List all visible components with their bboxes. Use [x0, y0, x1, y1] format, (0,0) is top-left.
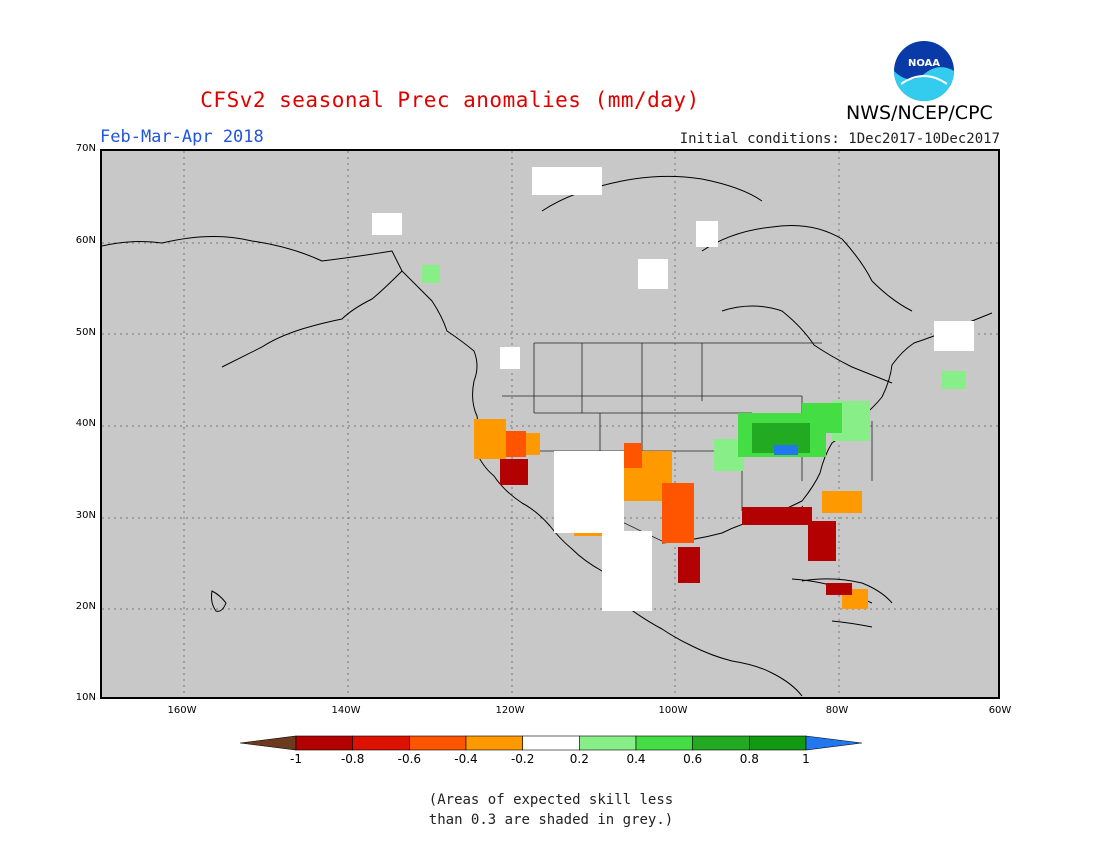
lon-label-120w: 120W	[495, 705, 525, 716]
colorbar-swatch	[409, 735, 467, 751]
colorbar-lower-extension	[240, 735, 297, 751]
colorbar-tick-label: -0.6	[397, 752, 422, 766]
colorbar-tick-label: -0.8	[340, 752, 365, 766]
colorbar-swatch	[749, 735, 807, 751]
skill-note-line-2: than 0.3 are shaded in grey.)	[428, 812, 674, 828]
lat-label-60n: 60N	[75, 235, 96, 246]
islands	[211, 578, 873, 612]
colorbar-swatch	[692, 735, 750, 751]
colorbar-tick-label: 0.4	[626, 752, 646, 766]
colorbar-tick-label: -0.4	[454, 752, 478, 766]
colorbar-tick-label: 1	[802, 752, 810, 766]
lat-label-70n: 70N	[75, 143, 96, 154]
map-panel	[100, 149, 1000, 699]
colorbar	[240, 735, 862, 751]
lon-label-140w: 140W	[331, 705, 361, 716]
lon-label-160w: 160W	[167, 705, 197, 716]
colorbar-swatch	[635, 735, 693, 751]
anomaly-negative-mid	[506, 431, 694, 587]
colorbar-swatch	[295, 735, 353, 751]
lat-label-10n: 10N	[75, 692, 96, 703]
lon-label-100w: 100W	[658, 705, 688, 716]
lat-label-30n: 30N	[75, 510, 96, 521]
colorbar-swatch	[465, 735, 523, 751]
map-svg	[102, 151, 998, 697]
lat-label-20n: 20N	[75, 601, 96, 612]
colorbar-tick-label: -1	[290, 752, 302, 766]
colorbar-tick-label: 0.6	[683, 752, 703, 766]
colorbar-swatch	[579, 735, 637, 751]
agency-label: NWS/NCEP/CPC	[846, 102, 993, 124]
colorbar-tick-label: 0.2	[569, 752, 589, 766]
lat-label-40n: 40N	[75, 418, 96, 429]
colorbar-tick-label: 0.8	[739, 752, 759, 766]
initial-conditions-label: Initial conditions: 1Dec2017-10Dec2017	[679, 131, 1000, 147]
lon-label-60w: 60W	[988, 705, 1012, 716]
anomaly-near-normal	[372, 167, 974, 611]
colorbar-tick-label: -0.2	[510, 752, 535, 766]
anomaly-negative-strong	[500, 459, 852, 595]
season-label: Feb-Mar-Apr 2018	[100, 127, 264, 147]
svg-text:NOAA: NOAA	[908, 58, 940, 69]
chart-title: CFSv2 seasonal Prec anomalies (mm/day)	[200, 88, 700, 112]
grid-lines	[102, 151, 998, 697]
colorbar-swatch	[522, 735, 580, 751]
lat-label-50n: 50N	[75, 327, 96, 338]
skill-note-line-1: (Areas of expected skill less	[428, 792, 674, 808]
lon-label-80w: 80W	[825, 705, 849, 716]
anomaly-positive-max	[774, 445, 798, 455]
noaa-logo-icon: NOAA	[894, 41, 954, 101]
colorbar-upper-extension	[805, 735, 862, 751]
colorbar-swatch	[352, 735, 410, 751]
